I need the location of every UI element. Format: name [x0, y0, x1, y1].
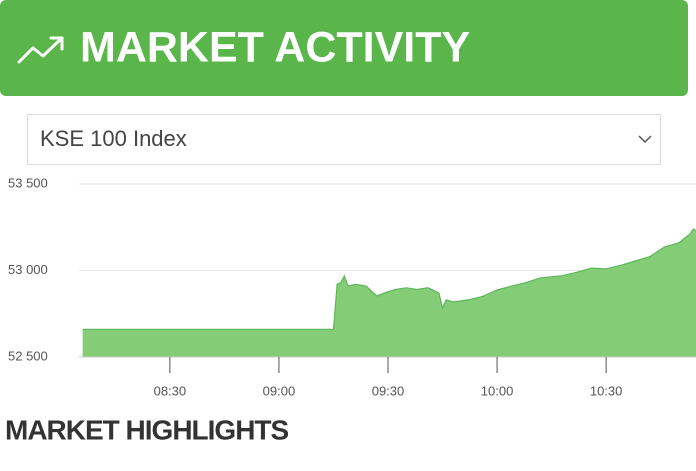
select-chevron[interactable] — [638, 135, 652, 144]
y-tick-label: 52 500 — [8, 348, 48, 363]
header-title: MARKET ACTIVITY — [80, 23, 470, 71]
x-tick-label: 09:30 — [372, 383, 405, 398]
x-tick-label: 09:00 — [263, 383, 296, 398]
area — [82, 229, 696, 357]
y-tick-label: 53 500 — [8, 175, 48, 190]
y-tick-label: 53 000 — [8, 262, 48, 277]
index-select[interactable] — [27, 114, 661, 165]
header-bar — [0, 0, 688, 96]
trend-icon — [17, 36, 64, 64]
area-line — [82, 228, 696, 330]
x-tick-label: 10:00 — [481, 383, 514, 398]
x-tick-label: 08:30 — [154, 383, 187, 398]
x-tick-label: 10:30 — [590, 383, 623, 398]
select-value[interactable]: KSE 100 Index — [40, 126, 187, 151]
section-title: MARKET HIGHLIGHTS — [5, 414, 289, 445]
